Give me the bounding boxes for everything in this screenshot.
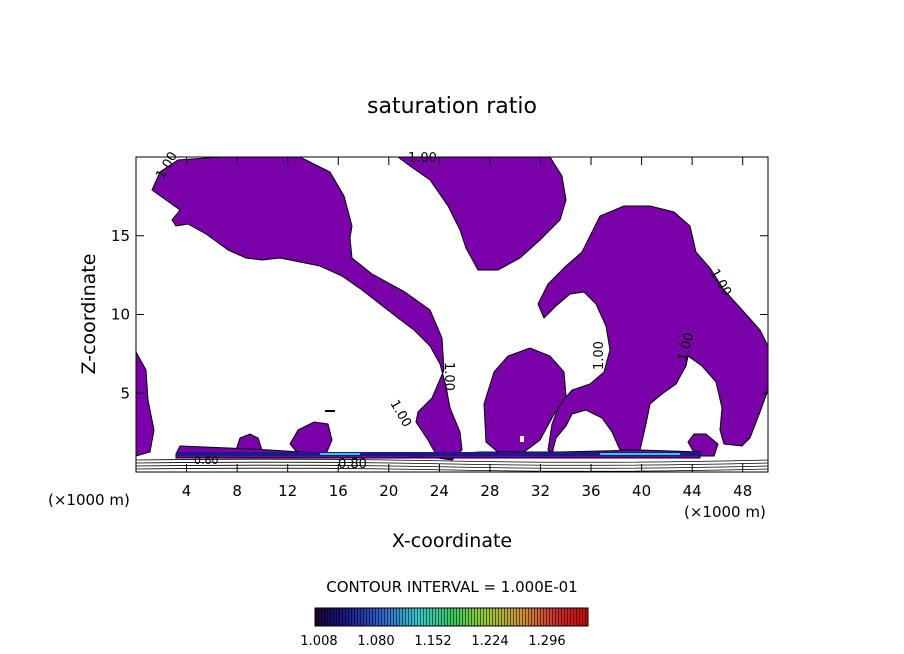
colorbar-ticks: 1.008 1.080 1.152 1.224 1.296 <box>300 634 565 649</box>
x-tick-label: 4 <box>182 482 192 500</box>
x-unit-label-right: (×1000 m) <box>684 503 766 521</box>
colorbar-tick-label: 1.296 <box>528 634 565 649</box>
x-tick-label: 36 <box>581 482 600 500</box>
surface-color-band-highlight-2 <box>600 453 680 455</box>
contour-label: 1.00 <box>441 362 456 391</box>
colorbar-tick-label: 1.008 <box>300 634 337 649</box>
x-axis-ticks: 4 8 12 16 20 24 28 32 36 40 44 48 <box>182 157 752 500</box>
x-tick-label: 24 <box>430 482 449 500</box>
x-unit-label-left: (×1000 m) <box>48 491 130 509</box>
contour-fill-layer <box>136 157 768 472</box>
saturation-region-small-center <box>289 421 333 457</box>
y-axis-ticks: 5 10 15 <box>111 227 768 402</box>
dash-mark <box>325 410 335 412</box>
white-fleck <box>520 436 524 442</box>
contour-label: 1.00 <box>408 151 437 166</box>
surface-color-band-highlight <box>320 453 360 455</box>
chart-title: saturation ratio <box>367 94 537 119</box>
y-axis-title: Z-coordinate <box>78 254 100 375</box>
x-tick-label: 28 <box>480 482 499 500</box>
colorbar-frame <box>314 607 589 627</box>
y-tick-label: 15 <box>111 227 130 245</box>
colorbar: 1.008 1.080 1.152 1.224 1.296 <box>300 607 589 649</box>
saturation-region-top-center <box>397 157 567 271</box>
y-tick-label: 10 <box>111 306 130 324</box>
colorbar-tick-label: 1.224 <box>471 634 508 649</box>
contour-label: 0.80 <box>338 457 367 472</box>
x-tick-label: 44 <box>683 482 702 500</box>
x-tick-label: 16 <box>329 482 348 500</box>
colorbar-tick-label: 1.080 <box>357 634 394 649</box>
contour-label: 1.00 <box>675 331 697 363</box>
contour-label: 1.00 <box>592 341 607 370</box>
contour-label: 1.00 <box>387 398 414 431</box>
surface-color-band <box>176 452 700 456</box>
x-tick-label: 40 <box>632 482 651 500</box>
x-tick-label: 48 <box>733 482 752 500</box>
colorbar-stripes <box>315 608 588 626</box>
saturation-region-right <box>537 205 768 455</box>
contour-interval-label: CONTOUR INTERVAL = 1.000E-01 <box>326 578 577 596</box>
colorbar-tick-label: 1.152 <box>414 634 451 649</box>
x-tick-label: 20 <box>379 482 398 500</box>
x-tick-label: 12 <box>278 482 297 500</box>
x-axis-title: X-coordinate <box>392 530 512 552</box>
surface-contour-lines <box>136 458 768 472</box>
x-tick-label: 8 <box>232 482 242 500</box>
x-tick-label: 32 <box>531 482 550 500</box>
y-tick-label: 5 <box>120 384 130 402</box>
saturation-region-upper-left <box>151 157 463 461</box>
contour-label: 0.60 <box>194 454 219 467</box>
saturation-region-left-edge <box>136 350 155 457</box>
